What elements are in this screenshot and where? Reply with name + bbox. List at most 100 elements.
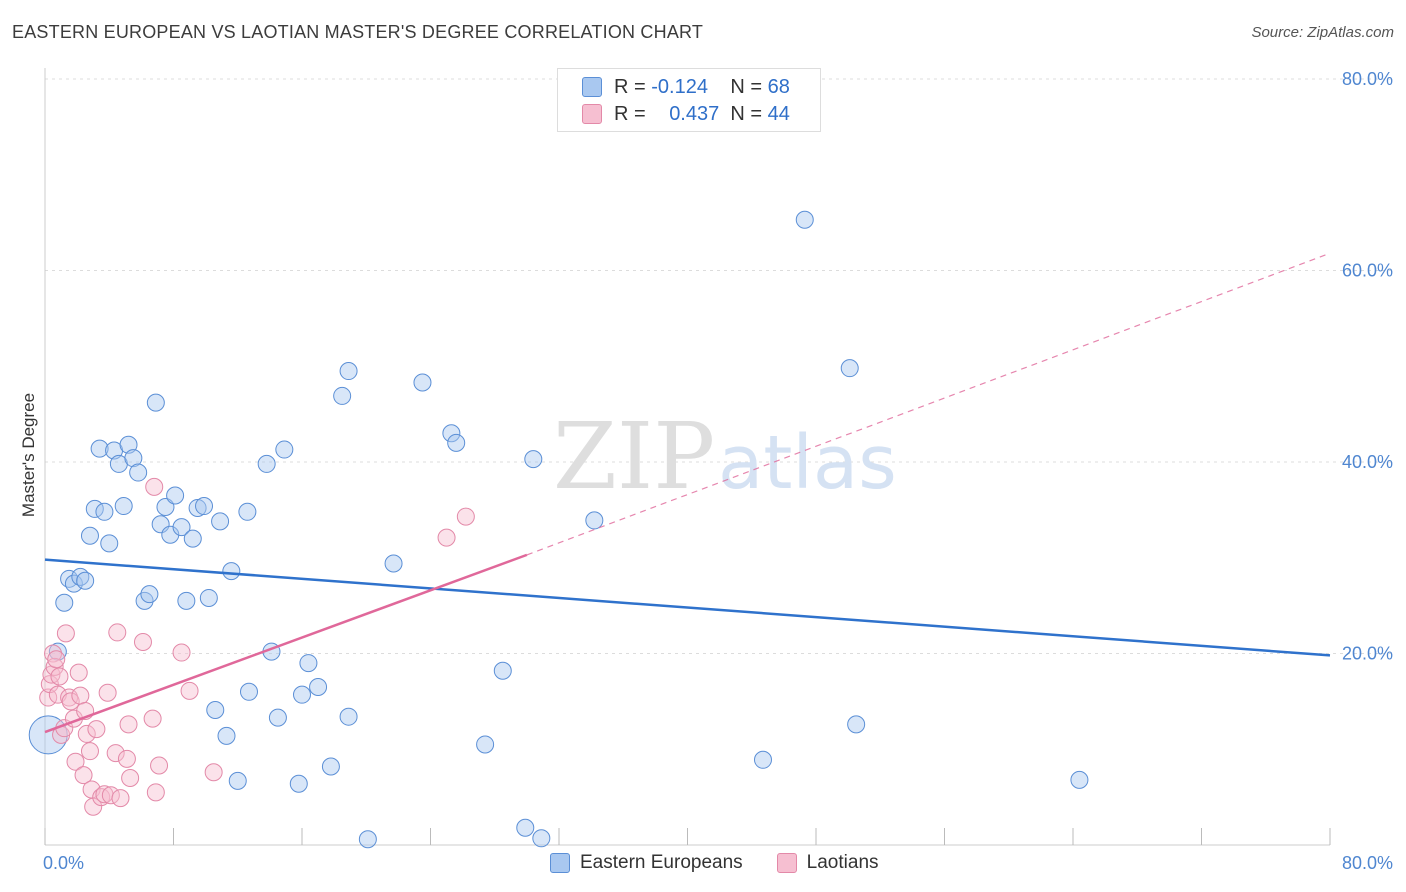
point-eastern-european xyxy=(493,661,512,680)
watermark-atlas: atlas xyxy=(718,420,897,506)
point-eastern-european xyxy=(238,502,257,521)
point-eastern-european xyxy=(1070,770,1089,789)
point-laotian xyxy=(180,681,199,700)
point-laotian xyxy=(80,742,99,761)
point-eastern-european xyxy=(199,588,218,607)
watermark: ZIP atlas xyxy=(553,403,897,510)
watermark-zip: ZIP xyxy=(553,403,715,510)
y-axis-label: Master's Degree xyxy=(19,393,38,517)
point-laotian xyxy=(77,724,96,743)
tick-labels: 20.0% 40.0% 60.0% 80.0% 0.0% 80.0% xyxy=(43,69,1393,873)
legend-row-eastern-europeans: R = -0.124 N = 68 xyxy=(582,74,790,100)
point-laotian xyxy=(66,752,85,771)
legend-swatch-pink xyxy=(582,104,602,124)
point-eastern-european xyxy=(206,700,225,719)
legend-r-value: 0.437 xyxy=(669,102,720,125)
point-eastern-european xyxy=(516,818,535,837)
point-eastern-european xyxy=(333,386,352,405)
legend-swatch-blue xyxy=(550,853,570,873)
point-eastern-european xyxy=(299,654,318,673)
point-eastern-european xyxy=(847,715,866,734)
point-eastern-european xyxy=(840,359,859,378)
x-tick-label: 0.0% xyxy=(43,853,84,873)
point-laotian xyxy=(119,715,138,734)
point-eastern-european xyxy=(217,726,236,745)
trend-lines xyxy=(44,252,1331,734)
series-laotians-points xyxy=(39,477,475,816)
point-eastern-european xyxy=(795,210,814,229)
point-eastern-european xyxy=(442,424,461,443)
point-laotian xyxy=(437,528,456,547)
series-eastern-europeans-points xyxy=(28,210,1089,849)
point-eastern-european xyxy=(156,498,175,517)
point-laotian xyxy=(45,657,64,676)
point-laotian xyxy=(121,768,140,787)
point-eastern-european xyxy=(268,708,287,727)
point-eastern-european xyxy=(289,774,308,793)
trend-line-laotians xyxy=(44,553,528,734)
legend-n-label: N = xyxy=(730,75,763,98)
legend-n-value: 68 xyxy=(767,75,790,98)
point-eastern-european xyxy=(90,439,109,458)
point-eastern-european xyxy=(222,562,241,581)
point-eastern-european xyxy=(532,829,551,848)
point-eastern-european xyxy=(140,585,159,604)
point-laotian xyxy=(98,683,117,702)
point-laotian xyxy=(111,789,130,808)
axes xyxy=(44,68,1331,846)
point-laotian xyxy=(74,766,93,785)
point-laotian xyxy=(44,644,63,663)
point-eastern-european xyxy=(188,498,207,517)
point-eastern-european xyxy=(228,771,247,790)
point-laotian xyxy=(87,720,106,739)
point-eastern-european xyxy=(28,715,68,755)
legend-n-label: N = xyxy=(730,102,763,125)
point-eastern-european xyxy=(76,571,95,590)
point-laotian xyxy=(71,686,90,705)
point-eastern-european xyxy=(166,486,185,505)
point-eastern-european xyxy=(95,502,114,521)
legend-label-eastern-europeans: Eastern Europeans xyxy=(580,852,743,873)
point-eastern-european xyxy=(321,757,340,776)
point-eastern-european xyxy=(177,591,196,610)
y-tick-label: 60.0% xyxy=(1342,261,1393,281)
legend-swatch-blue xyxy=(582,77,602,97)
point-laotian xyxy=(61,692,80,711)
point-laotian xyxy=(47,650,66,669)
legend-row-laotians: R = 0.437 N = 44 xyxy=(582,101,790,127)
point-eastern-european xyxy=(114,497,133,516)
point-eastern-european xyxy=(172,518,191,537)
point-laotian xyxy=(106,744,125,763)
point-laotian xyxy=(145,477,164,496)
point-eastern-european xyxy=(293,685,311,704)
legend-r-value: -0.124 xyxy=(651,75,708,98)
point-eastern-european xyxy=(257,454,276,473)
chart-title: EASTERN EUROPEAN VS LAOTIAN MASTER'S DEG… xyxy=(12,22,704,42)
point-laotian xyxy=(146,783,165,802)
grid-lines xyxy=(45,78,1395,654)
y-tick-label: 20.0% xyxy=(1342,644,1393,664)
point-laotian xyxy=(204,763,223,782)
legend-swatch-pink xyxy=(776,853,797,873)
point-eastern-european xyxy=(275,440,294,459)
point-eastern-european xyxy=(124,449,143,468)
x-tick-label: 80.0% xyxy=(1342,853,1393,873)
legend-r-label: R = xyxy=(614,102,646,125)
trend-line-eastern-europeans xyxy=(44,558,1331,657)
point-eastern-european xyxy=(146,393,165,412)
point-eastern-european xyxy=(129,463,148,482)
point-eastern-european xyxy=(413,373,432,392)
point-laotian xyxy=(143,709,162,728)
legend-item-eastern-europeans[interactable]: Eastern Europeans xyxy=(550,852,743,874)
point-laotian xyxy=(69,663,88,682)
point-eastern-european xyxy=(585,511,604,530)
legend-item-laotians[interactable]: Laotians xyxy=(776,852,879,874)
point-eastern-european xyxy=(524,450,543,469)
point-eastern-european xyxy=(476,735,495,754)
point-eastern-european xyxy=(55,593,74,612)
point-laotian xyxy=(50,667,69,686)
point-eastern-european xyxy=(384,554,403,573)
legend-r-label: R = xyxy=(614,75,646,98)
point-eastern-european xyxy=(358,830,377,849)
